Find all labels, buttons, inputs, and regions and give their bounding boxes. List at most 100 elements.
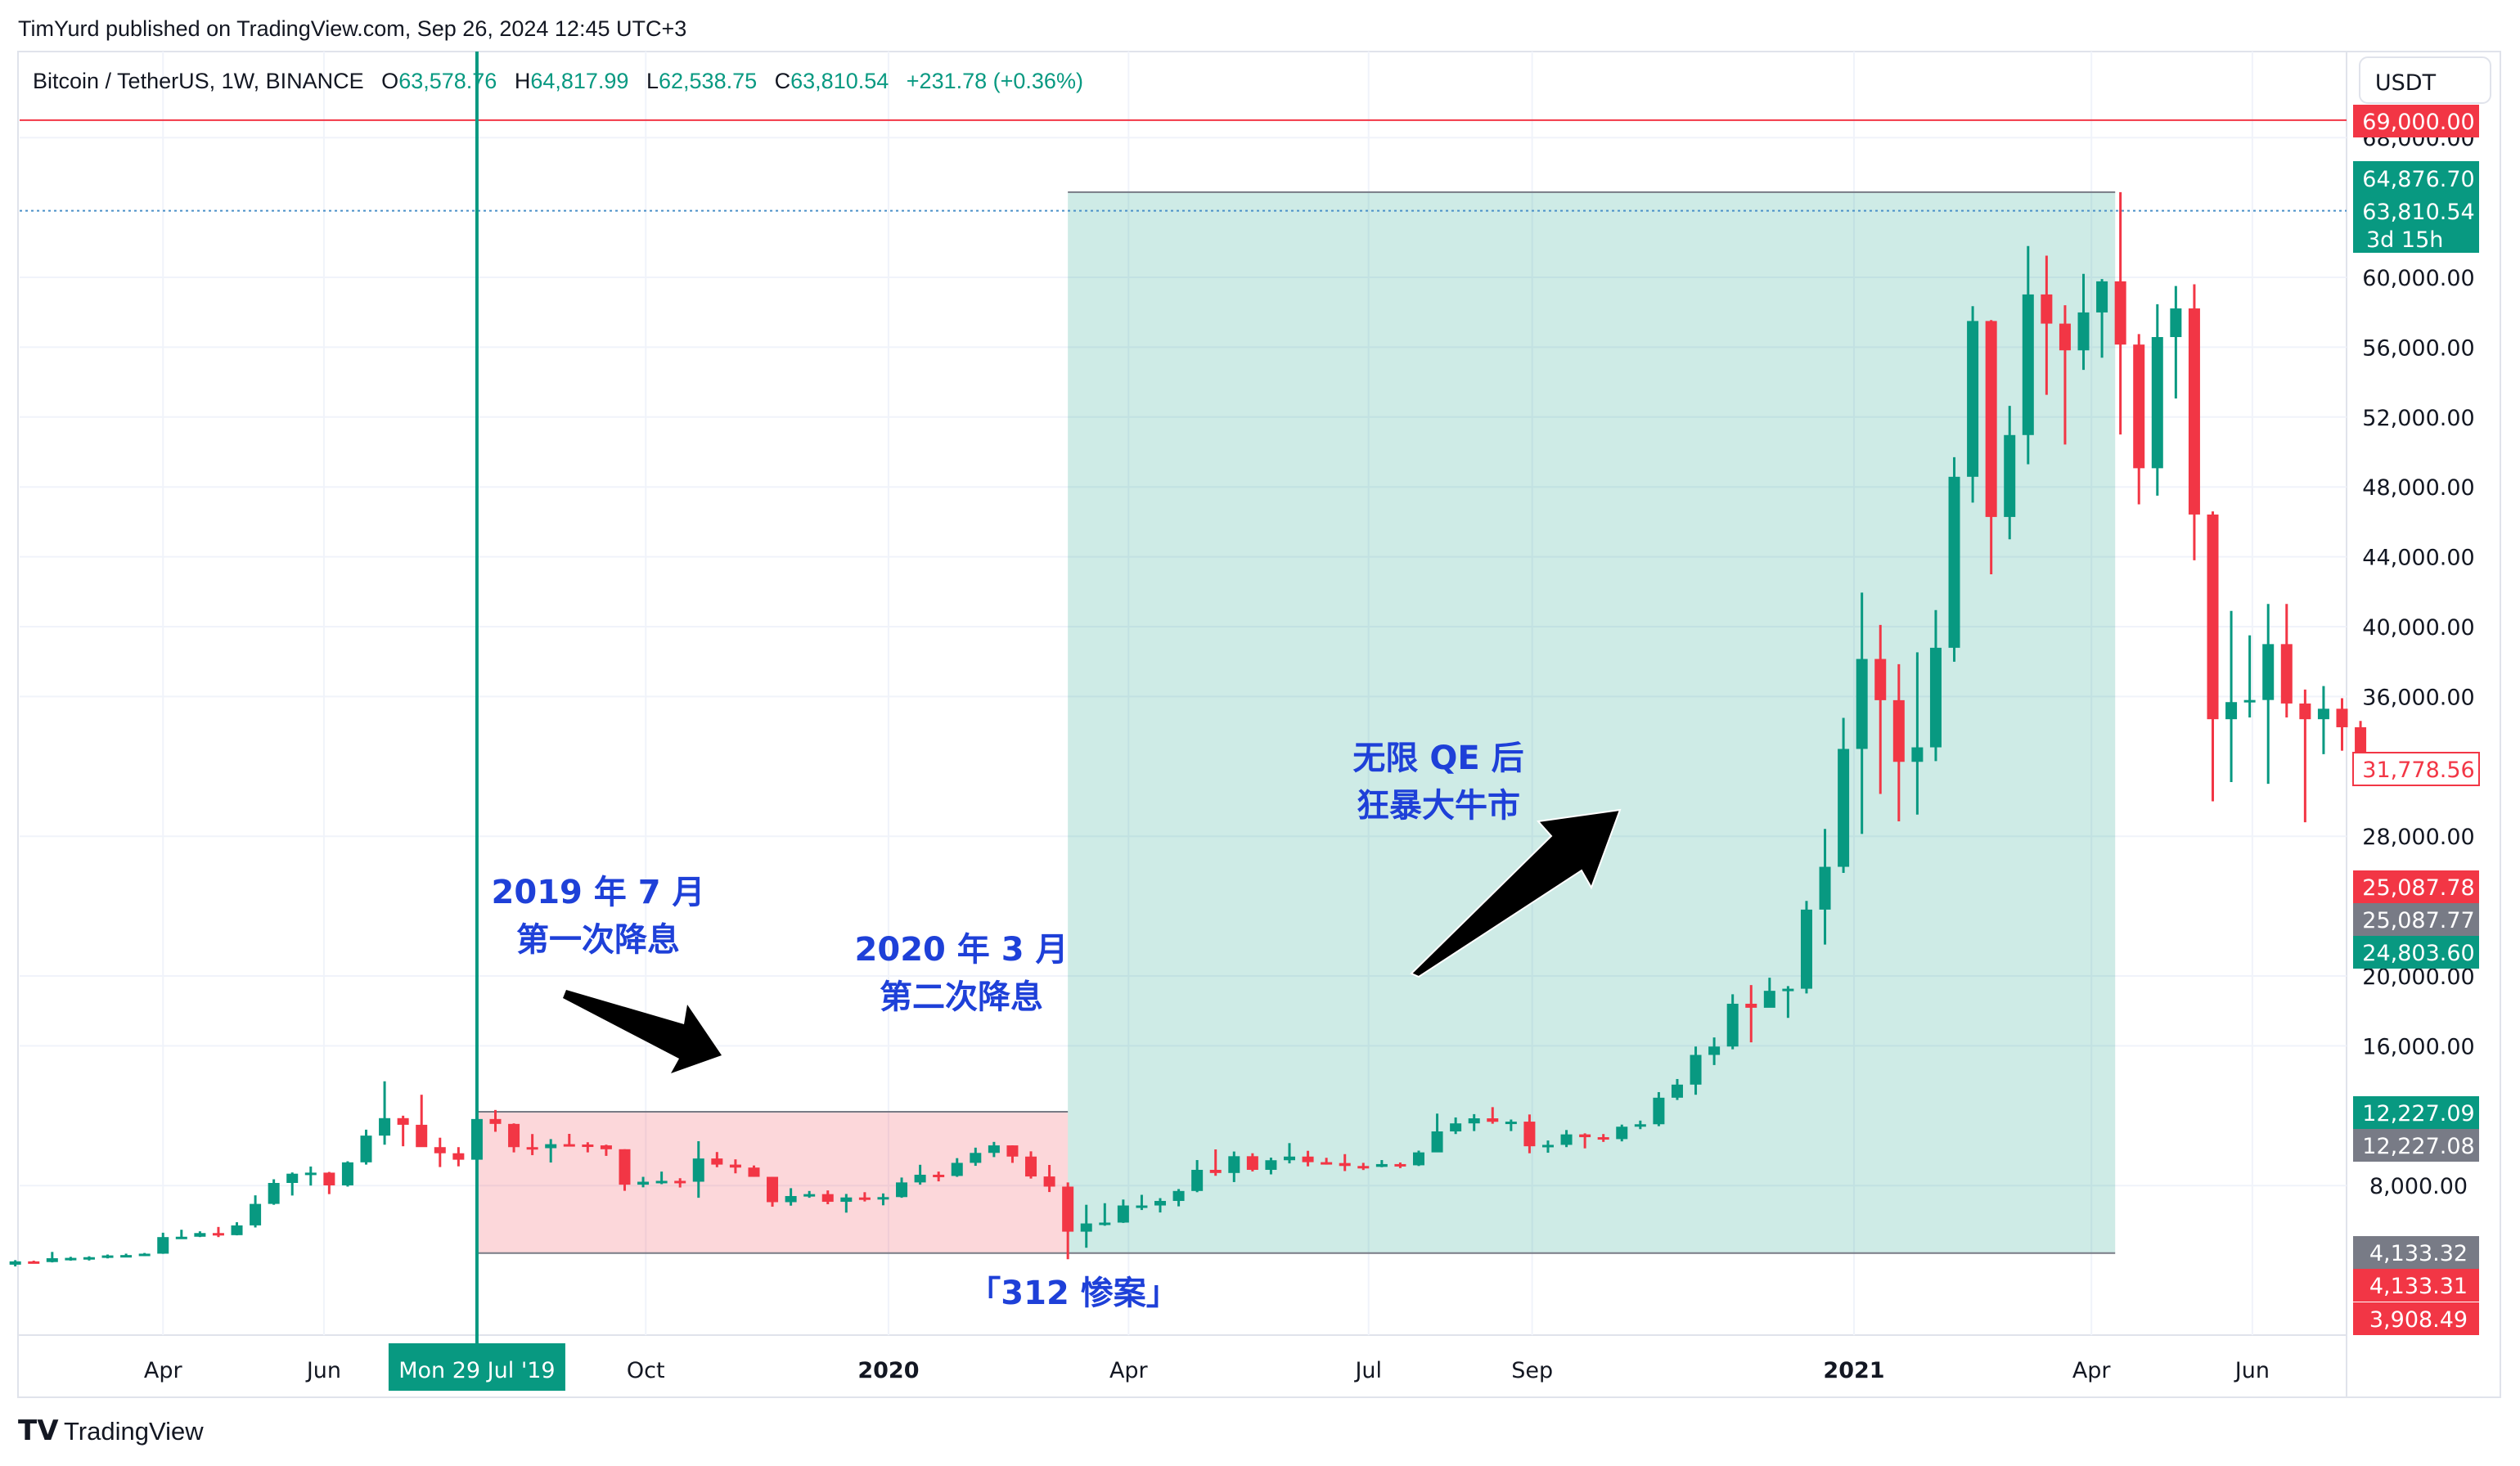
- candle-body: [2133, 344, 2145, 469]
- crosshair-date-box: [388, 1343, 565, 1391]
- legend-open: 63,578.76: [398, 69, 497, 93]
- candle-body: [1653, 1097, 1665, 1125]
- price-tick-label: 56,000.00: [2362, 335, 2474, 361]
- candle-body: [1431, 1131, 1443, 1153]
- price-tag: 31,778.56: [2352, 752, 2480, 786]
- zone-up[interactable]: [1068, 191, 2116, 1253]
- candle-body: [1763, 991, 1775, 1008]
- candle-body: [1487, 1118, 1499, 1122]
- price-tag-box: [2353, 1269, 2479, 1302]
- candle-body: [175, 1236, 187, 1239]
- candle-body: [2151, 337, 2163, 469]
- time-tick-label: Apr: [1109, 1358, 1149, 1383]
- currency-button[interactable]: USDT: [2359, 56, 2491, 104]
- price-tag-text: 24,803.60: [2362, 941, 2474, 966]
- candle-body: [379, 1117, 391, 1136]
- price-tag-text: 12,227.09: [2362, 1101, 2474, 1126]
- horizontal-levels: [20, 119, 2347, 212]
- candle-body: [1708, 1046, 1721, 1055]
- candle: [508, 1123, 520, 1153]
- candle: [2207, 511, 2219, 802]
- candle-body: [1321, 1162, 1333, 1165]
- candle-body: [767, 1176, 779, 1203]
- annotation-second-cut-date: 2020 年 3 月: [855, 931, 1069, 969]
- candle: [2151, 304, 2163, 496]
- candle-body: [1043, 1176, 1055, 1187]
- candle: [767, 1176, 779, 1207]
- published-caption: TimYurd published on TradingView.com, Se…: [18, 16, 686, 41]
- candle: [1708, 1037, 1721, 1065]
- price-tag-text: 3,908.49: [2369, 1307, 2468, 1333]
- candle: [988, 1141, 1000, 1158]
- candle: [268, 1179, 280, 1205]
- candle: [1062, 1182, 1074, 1260]
- candle-body: [1597, 1137, 1609, 1140]
- candle-body: [1634, 1124, 1646, 1127]
- price-tag-text: 69,000.00: [2362, 110, 2474, 135]
- candle: [729, 1159, 741, 1174]
- candle: [2004, 406, 2016, 540]
- price-range-zones[interactable]: [476, 191, 2116, 1254]
- candle-body: [2170, 308, 2182, 338]
- candle-body: [692, 1158, 704, 1182]
- crosshair-date-label: Mon 29 Jul '19: [388, 1343, 565, 1391]
- candle: [692, 1140, 704, 1198]
- candle: [1523, 1114, 1536, 1153]
- candle-body: [858, 1197, 871, 1200]
- candle: [83, 1256, 95, 1261]
- candle: [360, 1129, 372, 1165]
- tradingview-logo-icon: 𝗧𝗩: [18, 1414, 59, 1447]
- price-tag-text: 64,876.70: [2362, 167, 2474, 192]
- price-tick-label: 20,000.00: [2362, 965, 2474, 990]
- candle: [637, 1176, 650, 1188]
- candle: [2336, 698, 2348, 751]
- time-axis[interactable]: Apr Jun Oct 2020 Apr Jul Sep 2021 Apr Jun: [144, 1358, 2270, 1383]
- currency-button-frame[interactable]: [2359, 56, 2491, 104]
- candle-body: [2336, 708, 2348, 727]
- candle: [120, 1253, 133, 1258]
- candle: [2096, 279, 2108, 358]
- candle-body: [1856, 659, 1868, 749]
- candle-body: [1782, 988, 1794, 992]
- legend-low: 62,538.75: [659, 69, 757, 93]
- candle: [1763, 978, 1775, 1008]
- price-tick-label: 40,000.00: [2362, 615, 2474, 641]
- candle-body: [1671, 1084, 1683, 1098]
- candle-body: [545, 1144, 557, 1149]
- annotation-first-cut-date: 2019 年 7 月: [492, 874, 705, 911]
- time-tick-label: 2020: [857, 1358, 919, 1383]
- price-axis[interactable]: 68,000.0060,000.0056,000.0052,000.0048,0…: [2362, 126, 2474, 1199]
- crosshair-date-text: Mon 29 Jul '19: [398, 1358, 555, 1383]
- candle-body: [1154, 1200, 1167, 1206]
- candle-body: [1339, 1162, 1351, 1167]
- candle: [1043, 1165, 1055, 1193]
- legend-high-label: H: [515, 69, 531, 93]
- tradingview-logo[interactable]: 𝗧𝗩 TradingView: [18, 1414, 204, 1447]
- candle: [619, 1149, 631, 1191]
- candle-body: [803, 1194, 816, 1197]
- candle-body: [1099, 1222, 1111, 1225]
- candle-body: [434, 1147, 446, 1153]
- candle-body: [1375, 1163, 1388, 1167]
- candle: [1450, 1117, 1462, 1135]
- candle-body: [83, 1257, 95, 1260]
- candle: [1745, 985, 1757, 1043]
- candle: [434, 1137, 446, 1167]
- candle: [1006, 1145, 1019, 1163]
- candle: [1191, 1160, 1204, 1193]
- candle: [1838, 717, 1850, 874]
- candle-body: [194, 1233, 206, 1237]
- candle-body: [2262, 644, 2275, 700]
- price-tag-box: [2353, 1096, 2479, 1129]
- candle: [877, 1193, 889, 1206]
- currency-label[interactable]: USDT: [2375, 70, 2437, 96]
- candle-body: [821, 1194, 834, 1203]
- candle: [101, 1254, 114, 1259]
- time-tick-label: Jun: [305, 1358, 341, 1383]
- candle-body: [46, 1258, 58, 1262]
- candle-body: [2207, 514, 2219, 720]
- candle: [1616, 1124, 1628, 1142]
- candle-body: [1117, 1205, 1129, 1223]
- candle-body: [526, 1147, 538, 1150]
